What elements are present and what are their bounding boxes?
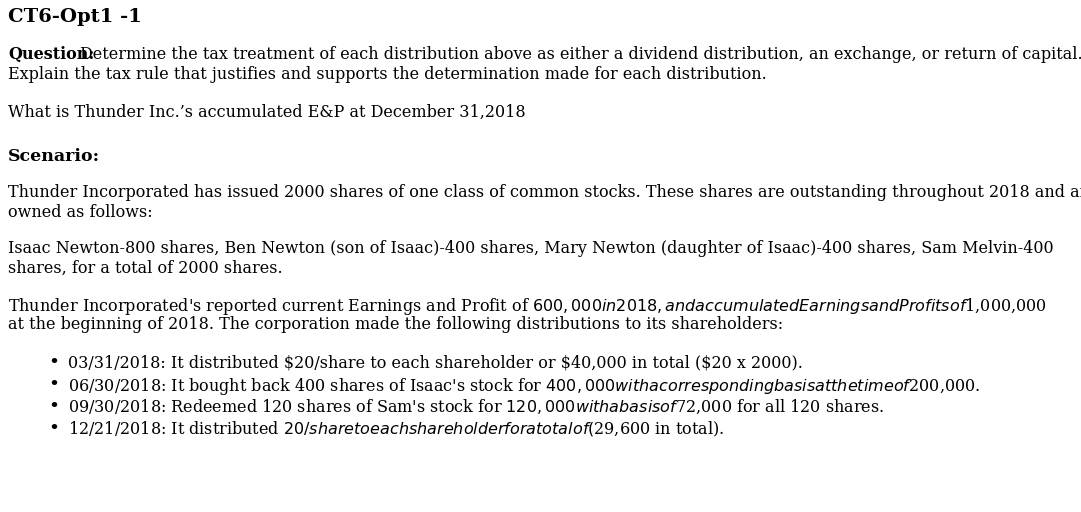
Text: 09/30/2018: Redeemed 120 shares of Sam's stock for $120,000 with a basis of $72,: 09/30/2018: Redeemed 120 shares of Sam's… bbox=[68, 398, 884, 416]
Text: Question:: Question: bbox=[8, 46, 94, 63]
Text: at the beginning of 2018. The corporation made the following distributions to it: at the beginning of 2018. The corporatio… bbox=[8, 316, 783, 333]
Text: shares, for a total of 2000 shares.: shares, for a total of 2000 shares. bbox=[8, 260, 282, 277]
Text: •: • bbox=[48, 354, 59, 372]
Text: 12/21/2018: It distributed $20/share to each shareholder for a total of ($29,600: 12/21/2018: It distributed $20/share to … bbox=[68, 420, 724, 439]
Text: Thunder Incorporated has issued 2000 shares of one class of common stocks. These: Thunder Incorporated has issued 2000 sha… bbox=[8, 184, 1081, 201]
Text: Isaac Newton-800 shares, Ben Newton (son of Isaac)-400 shares, Mary Newton (daug: Isaac Newton-800 shares, Ben Newton (son… bbox=[8, 240, 1054, 257]
Text: •: • bbox=[48, 376, 59, 394]
Text: 06/30/2018: It bought back 400 shares of Isaac's stock for $400,000 with a corre: 06/30/2018: It bought back 400 shares of… bbox=[68, 376, 980, 397]
Text: •: • bbox=[48, 420, 59, 438]
Text: owned as follows:: owned as follows: bbox=[8, 204, 152, 221]
Text: What is Thunder Inc.’s accumulated E&P at December 31,2018: What is Thunder Inc.’s accumulated E&P a… bbox=[8, 104, 525, 121]
Text: 03/31/2018: It distributed $20/share to each shareholder or $40,000 in total ($2: 03/31/2018: It distributed $20/share to … bbox=[68, 354, 803, 371]
Text: Scenario:: Scenario: bbox=[8, 148, 101, 165]
Text: Explain the tax rule that justifies and supports the determination made for each: Explain the tax rule that justifies and … bbox=[8, 66, 766, 83]
Text: CT6-Opt1 -1: CT6-Opt1 -1 bbox=[8, 8, 142, 26]
Text: Determine the tax treatment of each distribution above as either a dividend dist: Determine the tax treatment of each dist… bbox=[80, 46, 1081, 63]
Text: •: • bbox=[48, 398, 59, 416]
Text: Thunder Incorporated's reported current Earnings and Profit of $600,000 in 2018,: Thunder Incorporated's reported current … bbox=[8, 296, 1047, 317]
